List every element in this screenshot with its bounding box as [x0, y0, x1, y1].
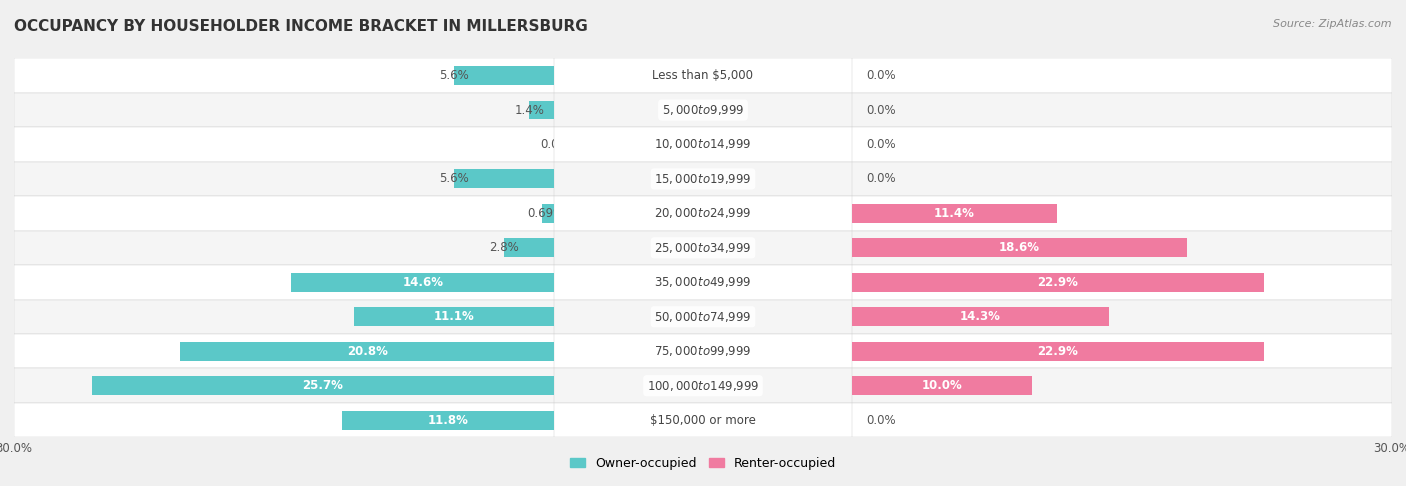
Bar: [554, 403, 852, 437]
Bar: [554, 368, 852, 403]
Bar: [14, 368, 554, 403]
Bar: [852, 273, 1264, 292]
Bar: [14, 403, 554, 437]
Text: $35,000 to $49,999: $35,000 to $49,999: [654, 276, 752, 289]
Bar: [852, 342, 1264, 361]
Text: $50,000 to $74,999: $50,000 to $74,999: [654, 310, 752, 324]
Bar: [14, 127, 554, 162]
Bar: [554, 162, 852, 196]
Text: 0.0%: 0.0%: [866, 69, 896, 82]
Bar: [554, 299, 852, 334]
Bar: [852, 376, 1032, 395]
Bar: [852, 93, 1392, 127]
Bar: [342, 411, 554, 430]
Bar: [852, 239, 1187, 258]
Bar: [852, 162, 1392, 196]
Bar: [14, 196, 554, 231]
Text: $75,000 to $99,999: $75,000 to $99,999: [654, 344, 752, 358]
Bar: [291, 273, 554, 292]
Text: 0.69%: 0.69%: [527, 207, 565, 220]
Text: $10,000 to $14,999: $10,000 to $14,999: [654, 138, 752, 152]
Text: $5,000 to $9,999: $5,000 to $9,999: [662, 103, 744, 117]
Bar: [14, 299, 554, 334]
Bar: [14, 334, 554, 368]
Text: 22.9%: 22.9%: [1038, 276, 1078, 289]
Legend: Owner-occupied, Renter-occupied: Owner-occupied, Renter-occupied: [565, 452, 841, 475]
Bar: [454, 170, 554, 189]
Text: $15,000 to $19,999: $15,000 to $19,999: [654, 172, 752, 186]
Bar: [852, 196, 1392, 231]
Text: 22.9%: 22.9%: [1038, 345, 1078, 358]
Bar: [554, 93, 852, 127]
Bar: [852, 265, 1392, 299]
Text: 5.6%: 5.6%: [439, 69, 468, 82]
Text: 18.6%: 18.6%: [998, 242, 1039, 254]
Bar: [852, 368, 1392, 403]
Text: 0.0%: 0.0%: [866, 173, 896, 186]
Bar: [91, 376, 554, 395]
Text: 20.8%: 20.8%: [347, 345, 388, 358]
Text: 0.0%: 0.0%: [866, 414, 896, 427]
Bar: [14, 162, 554, 196]
Bar: [529, 101, 554, 120]
Bar: [852, 307, 1109, 326]
Text: $20,000 to $24,999: $20,000 to $24,999: [654, 207, 752, 220]
Bar: [554, 58, 852, 93]
Bar: [852, 334, 1392, 368]
Text: 5.6%: 5.6%: [439, 173, 468, 186]
Bar: [852, 204, 1057, 223]
Bar: [14, 265, 554, 299]
Bar: [554, 196, 852, 231]
Text: Source: ZipAtlas.com: Source: ZipAtlas.com: [1274, 19, 1392, 30]
Bar: [14, 93, 554, 127]
Bar: [554, 127, 852, 162]
Bar: [852, 403, 1392, 437]
Text: 11.8%: 11.8%: [427, 414, 468, 427]
Text: 0.0%: 0.0%: [540, 138, 569, 151]
Text: $25,000 to $34,999: $25,000 to $34,999: [654, 241, 752, 255]
Text: $100,000 to $149,999: $100,000 to $149,999: [647, 379, 759, 393]
Bar: [852, 127, 1392, 162]
Text: 11.4%: 11.4%: [934, 207, 974, 220]
Bar: [354, 307, 554, 326]
Text: 2.8%: 2.8%: [489, 242, 519, 254]
Bar: [852, 231, 1392, 265]
Bar: [554, 265, 852, 299]
Text: 0.0%: 0.0%: [866, 104, 896, 117]
Text: 14.6%: 14.6%: [402, 276, 443, 289]
Bar: [554, 231, 852, 265]
Bar: [852, 299, 1392, 334]
Text: 0.0%: 0.0%: [866, 138, 896, 151]
Bar: [14, 231, 554, 265]
Text: 25.7%: 25.7%: [302, 379, 343, 392]
Bar: [852, 58, 1392, 93]
Text: 14.3%: 14.3%: [960, 310, 1001, 323]
Text: 10.0%: 10.0%: [921, 379, 962, 392]
Bar: [180, 342, 554, 361]
Bar: [454, 66, 554, 85]
Bar: [554, 334, 852, 368]
Text: Less than $5,000: Less than $5,000: [652, 69, 754, 82]
Text: $150,000 or more: $150,000 or more: [650, 414, 756, 427]
Text: OCCUPANCY BY HOUSEHOLDER INCOME BRACKET IN MILLERSBURG: OCCUPANCY BY HOUSEHOLDER INCOME BRACKET …: [14, 19, 588, 35]
Bar: [14, 58, 554, 93]
Bar: [541, 204, 554, 223]
Text: 1.4%: 1.4%: [515, 104, 544, 117]
Bar: [503, 239, 554, 258]
Text: 11.1%: 11.1%: [434, 310, 475, 323]
